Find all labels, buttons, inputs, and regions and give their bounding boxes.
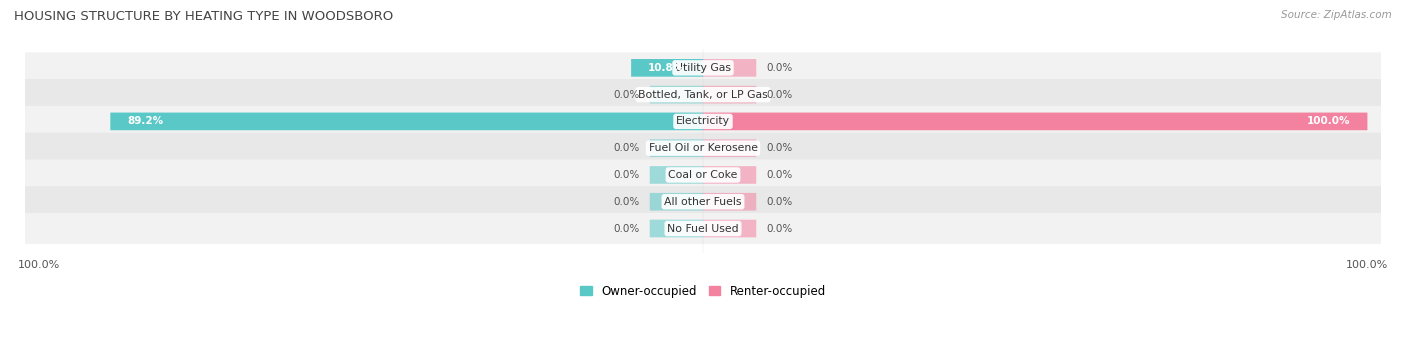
- FancyBboxPatch shape: [25, 213, 1381, 244]
- Legend: Owner-occupied, Renter-occupied: Owner-occupied, Renter-occupied: [579, 285, 827, 298]
- Text: Electricity: Electricity: [676, 116, 730, 127]
- FancyBboxPatch shape: [703, 193, 756, 211]
- Text: 0.0%: 0.0%: [613, 197, 640, 207]
- FancyBboxPatch shape: [703, 166, 756, 184]
- FancyBboxPatch shape: [703, 113, 1368, 130]
- Text: 100.0%: 100.0%: [1308, 116, 1351, 127]
- FancyBboxPatch shape: [25, 133, 1381, 164]
- Text: Bottled, Tank, or LP Gas: Bottled, Tank, or LP Gas: [638, 90, 768, 100]
- FancyBboxPatch shape: [650, 193, 703, 211]
- FancyBboxPatch shape: [25, 160, 1381, 191]
- FancyBboxPatch shape: [650, 166, 703, 184]
- Text: Coal or Coke: Coal or Coke: [668, 170, 738, 180]
- Text: 0.0%: 0.0%: [613, 90, 640, 100]
- Text: Fuel Oil or Kerosene: Fuel Oil or Kerosene: [648, 143, 758, 153]
- Text: Utility Gas: Utility Gas: [675, 63, 731, 73]
- Text: 0.0%: 0.0%: [766, 143, 793, 153]
- FancyBboxPatch shape: [703, 220, 756, 237]
- FancyBboxPatch shape: [650, 139, 703, 157]
- Text: 0.0%: 0.0%: [613, 223, 640, 234]
- Text: 0.0%: 0.0%: [613, 170, 640, 180]
- Text: 0.0%: 0.0%: [766, 223, 793, 234]
- FancyBboxPatch shape: [631, 59, 703, 77]
- Text: No Fuel Used: No Fuel Used: [668, 223, 738, 234]
- FancyBboxPatch shape: [703, 139, 756, 157]
- FancyBboxPatch shape: [25, 106, 1381, 137]
- FancyBboxPatch shape: [25, 79, 1381, 110]
- Text: All other Fuels: All other Fuels: [664, 197, 742, 207]
- Text: 0.0%: 0.0%: [613, 143, 640, 153]
- Text: Source: ZipAtlas.com: Source: ZipAtlas.com: [1281, 10, 1392, 20]
- FancyBboxPatch shape: [650, 86, 703, 103]
- FancyBboxPatch shape: [703, 59, 756, 77]
- Text: HOUSING STRUCTURE BY HEATING TYPE IN WOODSBORO: HOUSING STRUCTURE BY HEATING TYPE IN WOO…: [14, 10, 394, 23]
- Text: 10.8%: 10.8%: [648, 63, 685, 73]
- FancyBboxPatch shape: [25, 186, 1381, 217]
- Text: 89.2%: 89.2%: [127, 116, 163, 127]
- FancyBboxPatch shape: [703, 86, 756, 103]
- FancyBboxPatch shape: [110, 113, 703, 130]
- FancyBboxPatch shape: [650, 220, 703, 237]
- Text: 0.0%: 0.0%: [766, 63, 793, 73]
- Text: 0.0%: 0.0%: [766, 90, 793, 100]
- Text: 0.0%: 0.0%: [766, 197, 793, 207]
- Text: 0.0%: 0.0%: [766, 170, 793, 180]
- FancyBboxPatch shape: [25, 52, 1381, 84]
